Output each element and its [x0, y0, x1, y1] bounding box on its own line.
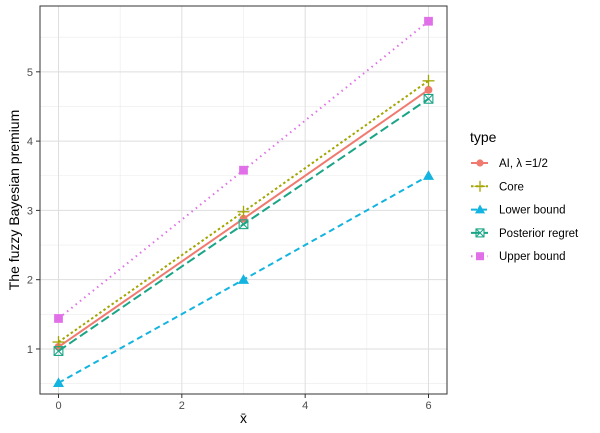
- x-axis-title: x̄: [240, 410, 247, 426]
- box-marker-diag2: [475, 228, 485, 238]
- triangle-marker-shape: [52, 377, 65, 388]
- square-marker-shape: [476, 252, 484, 261]
- series-2: [52, 170, 435, 388]
- panel-border: [39, 5, 448, 395]
- data-point: [237, 205, 250, 218]
- legend-key-marker: [475, 228, 485, 238]
- x-tick-label: 0: [55, 400, 61, 412]
- legend-label: Lower bound: [499, 205, 566, 217]
- box-marker-diag2: [238, 219, 249, 230]
- box-marker-shape: [53, 346, 64, 356]
- square-marker-shape: [54, 314, 63, 323]
- square-marker-shape: [424, 16, 433, 26]
- legend-key-marker: [474, 180, 486, 192]
- circle-marker-shape: [476, 159, 484, 167]
- box-marker-shape: [238, 219, 249, 230]
- legend-item: AI, λ =1/2: [471, 158, 548, 170]
- triangle-marker-shape: [237, 274, 250, 284]
- legend: type AI, λ =1/2 Core Lower bound Posterior …: [470, 129, 579, 263]
- series-1: [52, 74, 435, 349]
- plot-panel: [39, 5, 448, 395]
- x-tick-label: 4: [302, 400, 308, 412]
- data-point: [52, 377, 65, 388]
- circle-marker-shape: [239, 214, 248, 223]
- data-point: [423, 93, 434, 104]
- series-lines: [52, 16, 435, 388]
- x-tick-label: 6: [425, 400, 431, 412]
- box-marker-shape: [423, 93, 434, 104]
- circle-marker-shape: [424, 85, 433, 94]
- data-point: [53, 346, 64, 356]
- data-point: [424, 16, 433, 26]
- data-point: [422, 170, 435, 180]
- legend-key-marker: [474, 204, 486, 214]
- y-tick-label: 1: [27, 344, 33, 356]
- y-tick-label: 2: [27, 275, 33, 287]
- triangle-marker-shape: [474, 204, 486, 214]
- legend-title: type: [470, 129, 497, 145]
- y-tick-label: 3: [27, 205, 33, 217]
- legend-label: Core: [499, 181, 524, 193]
- legend-item: Posterior regret: [471, 228, 579, 240]
- data-point: [54, 314, 63, 323]
- legend-label: Posterior regret: [499, 228, 579, 240]
- y-tick-label: 5: [27, 67, 33, 79]
- legend-item: Lower bound: [471, 204, 566, 217]
- legend-label: Upper bound: [499, 251, 566, 263]
- square-marker-shape: [239, 165, 248, 175]
- data-point: [239, 214, 248, 223]
- data-point: [237, 274, 250, 284]
- series-3: [53, 93, 434, 356]
- legend-item: Core: [471, 180, 524, 193]
- data-point: [239, 165, 248, 175]
- box-marker-diag2: [423, 94, 434, 104]
- legend-item: Upper bound: [471, 251, 566, 263]
- legend-key-marker: [476, 252, 484, 261]
- data-point: [52, 336, 65, 349]
- y-tick-label: 4: [27, 136, 33, 148]
- axes: 0 2 4 6 1 2 3 4 5: [27, 67, 432, 412]
- box-marker-shape: [475, 228, 485, 238]
- data-point: [238, 219, 249, 230]
- legend-label: AI, λ =1/2: [499, 158, 548, 170]
- legend-key-marker: [476, 159, 484, 167]
- y-axis-title: The fuzzy Bayesian premium: [6, 110, 22, 291]
- triangle-marker-shape: [422, 170, 435, 180]
- data-point: [422, 74, 435, 87]
- data-point: [424, 85, 433, 94]
- box-marker-diag2: [53, 346, 64, 356]
- series-4: [54, 16, 433, 323]
- x-tick-label: 2: [179, 400, 185, 412]
